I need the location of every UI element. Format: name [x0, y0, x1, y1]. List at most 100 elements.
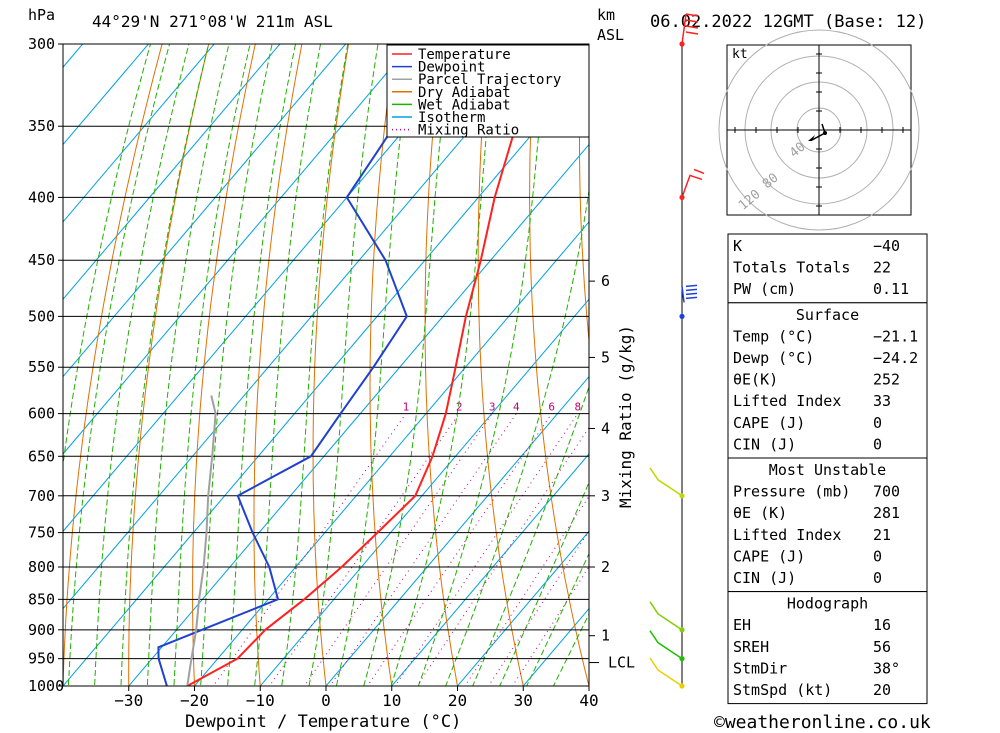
wind-barb	[649, 630, 683, 660]
hodograph-ring	[718, 29, 920, 231]
mixing-ratio-lines	[212, 413, 589, 686]
isotherm-line	[259, 298, 589, 686]
hodograph-point	[823, 131, 827, 135]
isotherm-line	[325, 375, 589, 686]
wet-adiabat-line	[308, 44, 379, 686]
temperature-tick-label: −10	[246, 691, 275, 710]
pressure-tick-label: 850	[28, 590, 55, 608]
table-row-label: K	[733, 237, 742, 255]
pressure-tick-label: 950	[28, 650, 55, 668]
wet-adiabat-line	[63, 44, 152, 468]
table-row-value: 252	[873, 371, 900, 389]
dry-adiabat-line	[128, 44, 210, 686]
pressure-unit: hPa	[28, 6, 55, 24]
table-row-value: −21.1	[873, 327, 918, 345]
table-box	[727, 457, 928, 593]
pressure-tick-label: 650	[28, 447, 55, 465]
wet-adiabat-line	[200, 44, 273, 686]
wet-adiabat-line	[281, 44, 349, 686]
dry-adiabat-line	[369, 44, 396, 686]
legend-entry: Dry Adiabat	[418, 85, 511, 101]
dry-adiabat-line	[192, 44, 256, 686]
wet-adiabat-line	[472, 385, 589, 686]
table-row-value: 0	[873, 569, 882, 587]
mixing-ratio-line	[511, 565, 589, 686]
table-title: Most Unstable	[769, 461, 886, 479]
height-tick-label: 2	[601, 558, 610, 576]
isobar-lines	[63, 44, 589, 686]
table-row-value: 16	[873, 616, 891, 634]
mixing-ratio-label: 4	[513, 401, 520, 414]
legend-entry: Isotherm	[418, 110, 485, 126]
dry-adiabat-line	[995, 7, 1000, 712]
dry-adiabat-line	[63, 44, 163, 686]
wind-barb	[649, 467, 683, 497]
wet-adiabat-line	[254, 44, 322, 686]
height-unit-asl: ASL	[597, 26, 624, 44]
table-box	[727, 591, 928, 705]
height-tick-label: 3	[601, 487, 610, 505]
wet-adiabat-line	[552, 612, 589, 686]
temperature-tick-label: −20	[180, 691, 209, 710]
dewpoint-series-line	[157, 44, 446, 686]
legend-entry: Dewpoint	[418, 60, 485, 76]
table-row-value: 281	[873, 504, 900, 522]
isotherm-line	[63, 44, 215, 223]
table-row-label: CIN (J)	[733, 569, 796, 587]
table-title: Surface	[796, 306, 859, 324]
pressure-tick-label: 300	[28, 35, 55, 53]
mixing-ratio-label: 2	[456, 401, 463, 414]
wet-adiabat-line	[120, 44, 210, 686]
isotherm-line	[63, 44, 413, 455]
table-title: Hodograph	[787, 595, 868, 613]
table-row-value: 56	[873, 638, 891, 656]
table-row-label: SREH	[733, 638, 769, 656]
table-row-label: θE(K)	[733, 371, 778, 389]
legend-entry: Parcel Trajectory	[418, 72, 561, 88]
temperature-tick-label: 10	[382, 691, 401, 710]
table-row-label: EH	[733, 616, 751, 634]
dry-adiabat-line	[949, 7, 1000, 712]
x-axis-label: Dewpoint / Temperature (°C)	[185, 712, 461, 732]
wind-level-dot	[679, 313, 685, 319]
legend-entry: Wet Adiabat	[418, 97, 511, 113]
dry-adiabat-line	[424, 44, 459, 686]
height-unit-km: km	[597, 6, 615, 24]
table-row-label: Totals Totals	[733, 259, 850, 277]
wet-adiabat-line	[417, 44, 548, 686]
isotherm-line	[63, 44, 84, 68]
table-row-label: CAPE (J)	[733, 547, 805, 565]
pressure-axis: 300 350 400 450 500 550 600 650 700 750 800 850 900 9…	[28, 35, 64, 695]
wet-adiabat-line	[67, 44, 171, 686]
mixing-ratio-axis-label: Mixing Ratio (g/kg)	[616, 325, 635, 508]
wet-adiabat-line	[335, 44, 413, 686]
mixing-ratio-line	[329, 413, 517, 686]
height-axis: 1 2 3 4 5 6 LCL	[589, 272, 635, 672]
wind-barb	[681, 13, 699, 45]
mixing-ratio-label: 3	[489, 401, 496, 414]
mixing-ratio-label: 6	[548, 401, 555, 414]
temperature-tick-label: 0	[321, 691, 331, 710]
height-tick-label: 5	[601, 348, 610, 366]
wet-adiabat-line	[94, 44, 190, 686]
table-row-value: 22	[873, 259, 891, 277]
wind-barb	[681, 284, 698, 303]
mixing-ratio-line	[212, 413, 407, 686]
datetime-title: 06.02.2022 12GMT (Base: 12)	[650, 12, 926, 32]
legend-box	[386, 44, 590, 138]
table-row-value: −40	[873, 237, 900, 255]
table-row-value: 33	[873, 392, 891, 410]
pressure-tick-label: 900	[28, 621, 55, 639]
table-row-label: CIN (J)	[733, 435, 796, 453]
dry-adiabat-line	[529, 44, 589, 686]
height-tick-label: 6	[601, 272, 610, 290]
table-box	[727, 233, 928, 304]
index-tables: K −40 Totals Totals 22 PW (cm) 0.11 Surface Tem…	[727, 233, 928, 705]
temperature-tick-label: 40	[579, 691, 598, 710]
table-row-label: θE (K)	[733, 504, 787, 522]
wet-adiabat-line	[390, 44, 496, 686]
wind-barb	[649, 657, 683, 687]
